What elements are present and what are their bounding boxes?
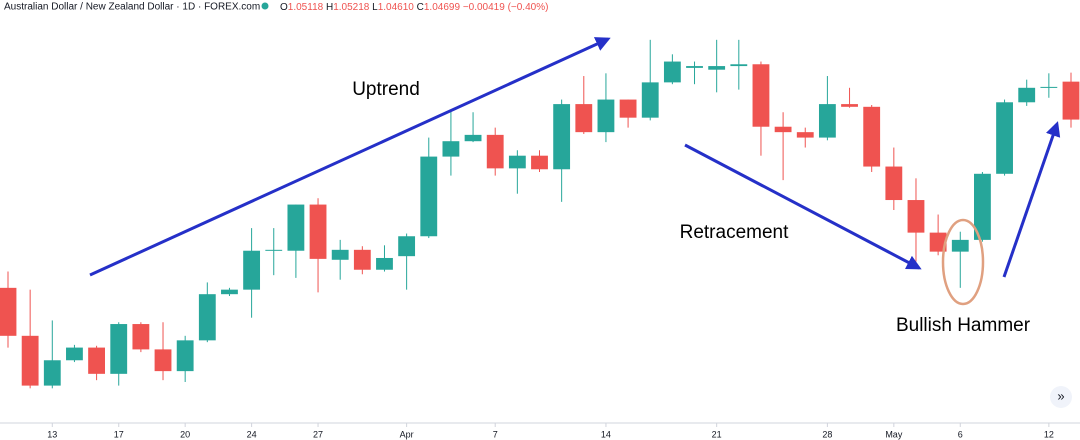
candle-body (176, 340, 194, 372)
candle-body (486, 134, 504, 169)
candle-body (951, 239, 969, 252)
x-tick-label: 14 (601, 429, 611, 439)
x-tick-label: 12 (1044, 429, 1054, 439)
scroll-button[interactable]: » (1050, 386, 1072, 408)
candle-body (730, 64, 748, 67)
legend-label: H (326, 2, 333, 13)
candle-body (464, 134, 482, 142)
candle-body (110, 324, 128, 374)
button-label[interactable]: » (1057, 388, 1064, 403)
candle-body (752, 64, 770, 127)
candle-body (243, 250, 261, 290)
button-bg[interactable] (1050, 386, 1072, 408)
highlight-ellipse (941, 218, 985, 306)
candle-body (796, 132, 814, 138)
x-tick-label: 24 (247, 429, 257, 439)
candle-body (818, 104, 836, 138)
arrow (684, 143, 922, 270)
candle-body (66, 347, 83, 361)
candle-body (198, 294, 216, 341)
candle-body (974, 173, 991, 240)
x-tick-label: 27 (313, 429, 323, 439)
candle-body (708, 66, 726, 70)
arrow (89, 37, 611, 277)
x-tick-label: 20 (180, 429, 190, 439)
status-dot (261, 2, 269, 10)
candle-body (0, 287, 17, 336)
annotation: Retracement (680, 222, 789, 243)
ohlc-legend: O1.05118 H1.05218 L1.04610 C1.04699 −0.0… (280, 2, 548, 13)
candle-body (265, 249, 283, 251)
candle-body (1040, 86, 1058, 88)
candle-body (575, 104, 593, 133)
x-tick-label: May (885, 429, 903, 439)
candle-body (309, 204, 327, 259)
legend-label: O (280, 2, 288, 13)
candle-body (929, 232, 947, 252)
candle-body (376, 257, 393, 270)
legend-change: −0.00419 (−0.40%) (463, 2, 549, 13)
annotation: Uptrend (352, 79, 420, 100)
candle-body (619, 99, 637, 118)
candle-body (154, 349, 172, 372)
candle-body (774, 126, 792, 133)
candle-body (641, 82, 659, 118)
candle-body (663, 61, 681, 83)
candle-body (686, 66, 703, 68)
symbol-title: Australian Dollar / New Zealand Dollar ·… (4, 2, 260, 13)
x-tick-label: 17 (114, 429, 124, 439)
candle-body (88, 347, 105, 374)
candle-body (442, 141, 460, 157)
candle-body (398, 236, 416, 257)
legend-value: 1.05218 (333, 2, 370, 13)
plot-area: 13 17 20 24 27 Apr 7 14 21 28 May 6 12 (0, 39, 1080, 439)
candle-body (885, 166, 903, 201)
x-tick-label: 21 (712, 429, 722, 439)
legend-value: 1.04699 (424, 2, 461, 13)
header: Australian Dollar / New Zealand Dollar ·… (4, 2, 548, 13)
candle-body (1062, 81, 1080, 120)
x-tick-label: 7 (493, 429, 498, 439)
candle-body (353, 249, 371, 270)
legend-value: 1.04610 (378, 2, 415, 13)
candle-body (331, 249, 349, 260)
annotation: Bullish Hammer (896, 315, 1031, 336)
candle-body (420, 156, 438, 237)
candle-body (1018, 87, 1036, 103)
candle-body (508, 155, 526, 169)
x-tick-label: 13 (47, 429, 57, 439)
legend-label: C (417, 2, 424, 13)
legend-value: 1.05118 (288, 2, 324, 13)
x-tick-label: 28 (822, 429, 832, 439)
candle-body (221, 289, 238, 295)
candle-body (132, 324, 150, 350)
legend-label: L (372, 2, 378, 13)
candle-body (996, 102, 1013, 174)
x-tick-label: 6 (958, 429, 963, 439)
candle-body (553, 104, 571, 170)
candle-body (43, 360, 61, 386)
arrow (1002, 121, 1061, 278)
candle-body (841, 104, 858, 107)
x-tick-label: Apr (400, 429, 414, 439)
candle-body (287, 204, 305, 251)
candle-body (597, 99, 615, 133)
candle-body (907, 200, 925, 233)
candle-body (531, 155, 548, 170)
candle-body (863, 106, 881, 167)
candle-body (21, 335, 39, 386)
